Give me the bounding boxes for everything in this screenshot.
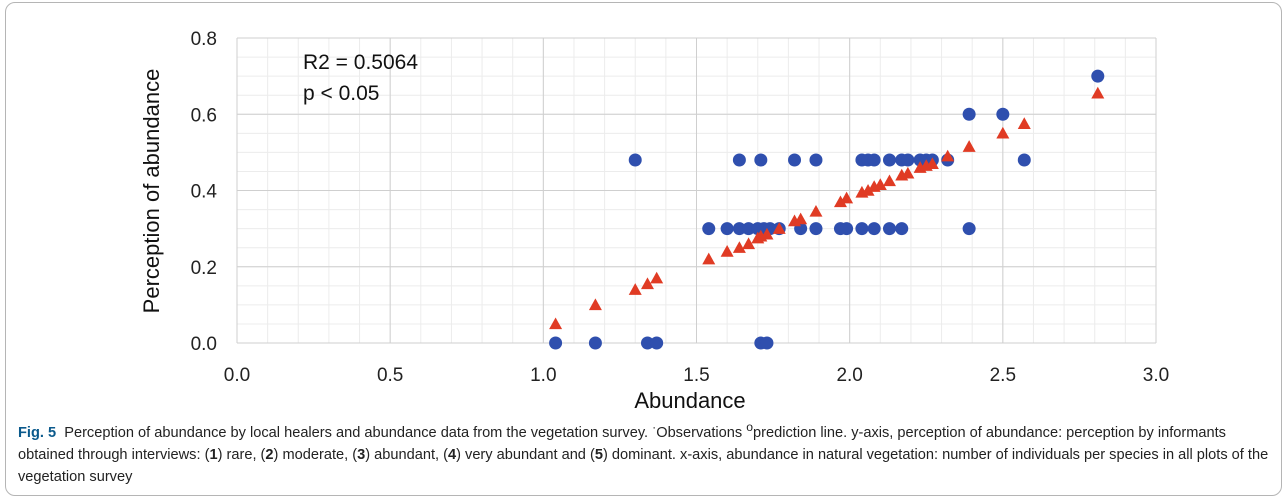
prediction-point (833, 195, 847, 208)
prediction-point (809, 204, 823, 217)
observation-point (882, 153, 896, 167)
figure-frame (5, 2, 1282, 496)
x-tick-labels: 0.0 0.5 1.0 1.5 2.0 2.5 3.0 (224, 365, 1169, 386)
prediction-point (772, 222, 786, 234)
observation-point (809, 153, 823, 167)
caption-text: ) abundant, ( (365, 446, 448, 463)
prediction-point (794, 212, 808, 225)
x-tick-label: 1.5 (683, 365, 709, 386)
x-axis-label: Abundance (634, 388, 745, 413)
caption-text: ) dominant. x-axis, abundance in natural… (18, 446, 1269, 485)
observation-point (996, 107, 1010, 121)
caption-text: ) rare, ( (217, 446, 266, 463)
prediction-point (628, 283, 642, 295)
prediction-point (549, 317, 563, 330)
prediction-point (720, 245, 734, 257)
observation-point (1091, 69, 1105, 83)
prediction-point (1017, 117, 1031, 129)
observation-point (732, 153, 746, 167)
observation-point (882, 222, 896, 236)
caption-number: 2 (265, 446, 274, 463)
x-tick-label: 0.5 (377, 365, 403, 386)
prediction-point (925, 157, 939, 170)
prediction-point (861, 184, 875, 196)
prediction-point (840, 191, 854, 204)
y-axis-label: Perception of abundance (139, 69, 164, 314)
y-tick-label: 0.0 (191, 334, 217, 355)
caption-text: Observations (656, 424, 747, 441)
caption-superscript: · (652, 420, 657, 434)
caption-text: prediction line. y-axis, perception of a… (18, 424, 1226, 463)
y-tick-labels: 0.0 0.2 0.4 0.6 0.8 (191, 29, 218, 355)
observation-point (628, 153, 642, 167)
observation-point (754, 153, 768, 167)
observation-point (650, 336, 664, 350)
scatter-chart: 0.0 0.5 1.0 1.5 2.0 2.5 3.0 0.0 0.2 0.4 0.6 0.8 R2… (139, 29, 1169, 413)
caption-number: 1 (209, 446, 218, 463)
observation-point (640, 336, 654, 350)
x-tick-label: 1.0 (530, 365, 556, 386)
caption-text: ) very abundant and ( (456, 446, 595, 463)
y-tick-label: 0.8 (191, 29, 217, 50)
observation-point (962, 222, 976, 236)
prediction-point (873, 178, 887, 190)
observation-point (809, 222, 823, 236)
prediction-point (941, 149, 955, 162)
caption-number: 5 (594, 446, 603, 463)
x-tick-label: 2.0 (836, 365, 862, 386)
prediction-point (742, 237, 756, 250)
figure-caption: Fig. 5 Perception of abundance by local … (18, 416, 1273, 488)
y-tick-label: 0.2 (191, 258, 217, 279)
prediction-point (588, 298, 602, 311)
y-tick-label: 0.4 (191, 182, 218, 203)
data-points (549, 69, 1105, 350)
observation-point (840, 222, 854, 236)
caption-number: 4 (447, 446, 457, 463)
figure-label: Fig. 5 (18, 424, 57, 441)
prediction-point (1091, 86, 1105, 99)
prediction-point (760, 227, 774, 240)
x-tick-label: 0.0 (224, 365, 250, 386)
observation-point (549, 336, 563, 350)
observation-point (867, 222, 881, 236)
caption-superscript: o (746, 420, 754, 434)
prediction-point (882, 174, 896, 187)
observation-point (720, 222, 734, 236)
prediction-point (650, 271, 664, 284)
observation-point (962, 107, 976, 121)
observation-point (855, 222, 869, 236)
x-tick-label: 2.5 (990, 365, 1016, 386)
observation-point (732, 222, 746, 236)
observation-point (867, 153, 881, 167)
caption-text: ) moderate, ( (273, 446, 358, 463)
caption-number: 3 (357, 446, 366, 463)
y-tick-label: 0.6 (191, 105, 217, 126)
observation-point (702, 222, 716, 236)
prediction-point (640, 277, 654, 290)
prediction-point (996, 126, 1010, 139)
caption-text: Perception of abundance by local healers… (64, 424, 653, 441)
prediction-point (732, 241, 746, 253)
prediction-point (702, 252, 716, 265)
prediction-point (962, 140, 976, 152)
prediction-point (901, 166, 915, 179)
observation-point (895, 222, 909, 236)
observation-point (588, 336, 602, 350)
x-tick-label: 3.0 (1143, 365, 1169, 386)
p-value-annotation: p < 0.05 (303, 82, 379, 105)
observation-point (901, 153, 915, 167)
observation-point (788, 153, 802, 167)
r-squared-annotation: R2 = 0.5064 (303, 51, 418, 74)
observation-point (742, 222, 756, 236)
observation-point (760, 336, 774, 350)
observation-point (1017, 153, 1031, 167)
